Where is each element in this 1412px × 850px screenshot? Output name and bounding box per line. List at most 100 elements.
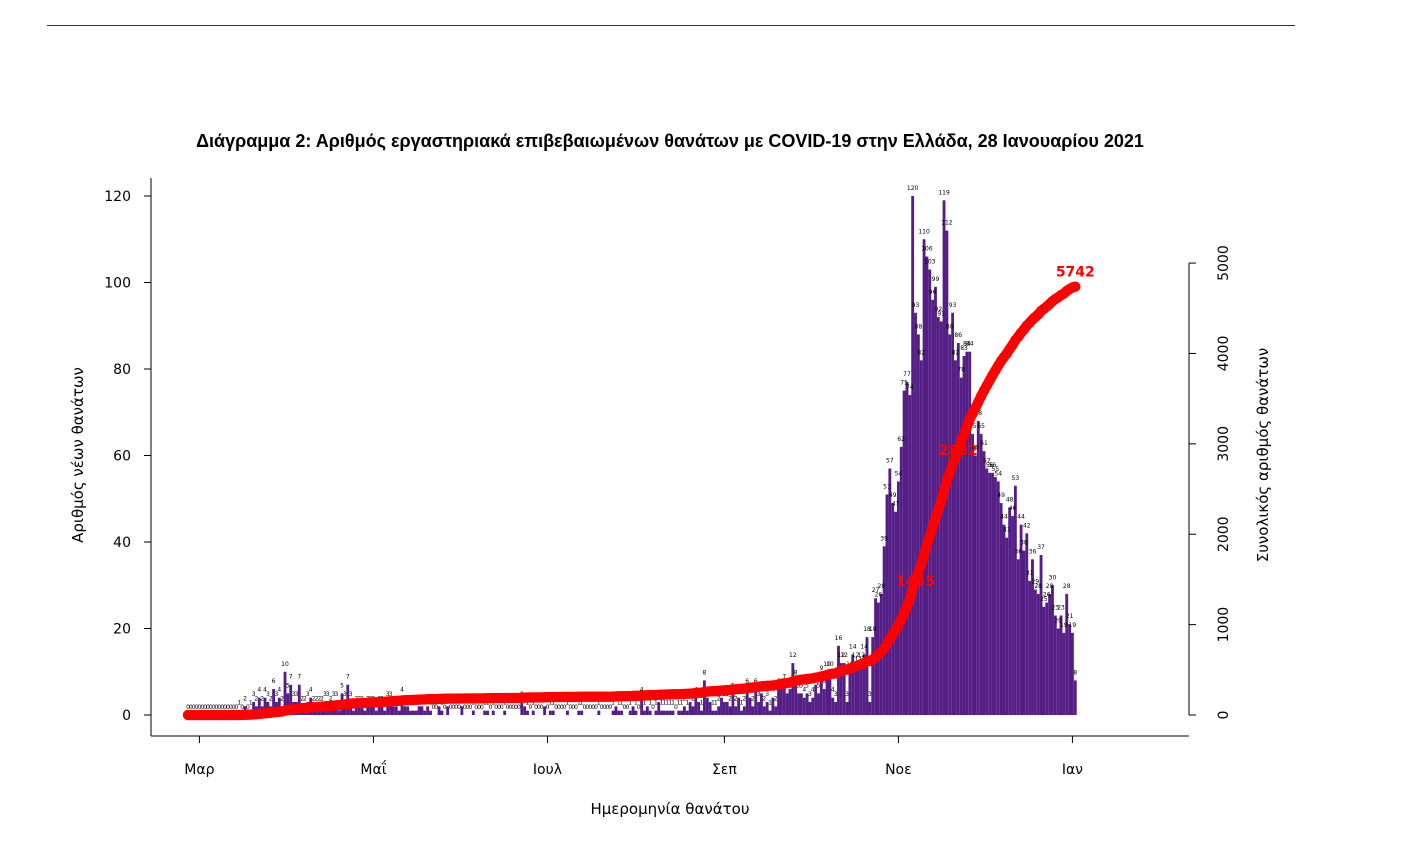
bar <box>768 710 772 715</box>
bar-label: 6 <box>754 678 758 685</box>
bar-label: 14 <box>849 643 857 650</box>
bar-label: 99 <box>932 276 940 283</box>
cumulative-point <box>924 530 935 541</box>
bar <box>862 654 866 715</box>
bar-label: 0 <box>431 704 435 711</box>
bar <box>974 455 977 715</box>
bar-label: 1 <box>654 700 658 707</box>
bar <box>1039 554 1043 715</box>
x-tick-label: Ιαν <box>1062 762 1083 778</box>
bar <box>263 697 267 715</box>
bar <box>948 334 952 715</box>
bar-label: 3 <box>845 691 849 698</box>
bar-label: 0 <box>203 704 207 711</box>
bar <box>1028 580 1032 715</box>
bar-label: 12 <box>852 652 860 659</box>
bar <box>394 706 398 715</box>
bar-label: 23 <box>1057 605 1065 612</box>
bar-label: 0 <box>651 704 655 711</box>
bar-label: 0 <box>511 704 515 711</box>
bar-label: 0 <box>463 704 467 711</box>
bar <box>720 697 723 715</box>
bar-label: 0 <box>229 704 233 711</box>
bar-label: 0 <box>494 704 498 711</box>
bar <box>828 671 832 715</box>
y-tick-label: 20 <box>113 622 131 638</box>
bar <box>1005 537 1009 715</box>
bar <box>819 676 823 715</box>
bar-label: 0 <box>517 704 521 711</box>
bar <box>993 477 997 716</box>
bar-label: 3 <box>334 691 338 698</box>
bar <box>414 710 418 715</box>
bar-label: 19 <box>1069 622 1077 629</box>
bar-label: 91 <box>937 310 945 317</box>
bar <box>865 637 869 715</box>
bar-label: 10 <box>281 661 289 668</box>
bar <box>802 697 806 715</box>
bar <box>551 710 555 715</box>
bar <box>771 697 775 715</box>
bar <box>834 702 838 715</box>
bar-label: 10 <box>826 661 834 668</box>
bar-label: 0 <box>500 704 504 711</box>
bar-label: 2 <box>280 695 284 702</box>
bar-label: 120 <box>907 185 919 192</box>
bar <box>882 546 886 715</box>
bar <box>691 706 695 715</box>
bar <box>597 710 601 715</box>
bar-label: 7 <box>289 674 293 681</box>
bar-label: 0 <box>449 704 453 711</box>
bar-label: 0 <box>451 704 455 711</box>
bar <box>374 710 378 715</box>
bar-label: 0 <box>546 704 550 711</box>
bar <box>888 468 892 715</box>
bar <box>403 706 407 715</box>
bar-label: 12 <box>789 652 797 659</box>
bar <box>391 706 395 715</box>
bar-label: 3 <box>808 691 812 698</box>
bar-label: 10 <box>823 661 831 668</box>
bar <box>657 702 661 715</box>
bar-label: 57 <box>886 457 894 464</box>
bar <box>252 702 256 715</box>
bar-label: 0 <box>217 704 221 711</box>
bar-label: 103 <box>924 259 936 266</box>
bar <box>791 663 795 715</box>
bar-label: 41 <box>1003 527 1011 534</box>
bar-label: 29 <box>1032 579 1040 586</box>
bar <box>1008 507 1012 715</box>
bar-label: 93 <box>912 302 920 309</box>
bar-label: 8 <box>702 669 706 676</box>
bar <box>611 710 615 715</box>
x-tick-label: Ιουλ <box>533 762 562 778</box>
bar-label: 0 <box>215 704 219 711</box>
bar-label: 1 <box>711 700 715 707</box>
bar-label: 0 <box>528 704 532 711</box>
bar-label: 3 <box>757 691 761 698</box>
bar-label: 93 <box>949 302 957 309</box>
bar <box>548 710 552 715</box>
bar <box>1036 593 1040 715</box>
bar <box>785 693 789 716</box>
bar-label: 3 <box>868 691 872 698</box>
bar-label: 0 <box>466 704 470 711</box>
bar-label: 12 <box>857 652 865 659</box>
bar-label: 0 <box>474 704 478 711</box>
bar-label: 1 <box>597 700 601 707</box>
bar-label: 0 <box>560 704 564 711</box>
bar <box>397 710 401 715</box>
bar <box>580 710 584 715</box>
y-axis-title: Αριθμός νέων θανάτων <box>69 367 87 543</box>
bar-label: 28 <box>1034 583 1042 590</box>
bar-label: 2 <box>260 695 264 702</box>
bar-label: 0 <box>232 704 236 711</box>
bar <box>257 697 261 715</box>
bar-label: 4 <box>640 687 644 694</box>
bar-label: 1 <box>671 700 675 707</box>
bar-label: 26 <box>875 592 883 599</box>
bar-label: 37 <box>1037 544 1045 551</box>
bar <box>971 433 974 716</box>
bar <box>734 706 738 715</box>
bar-label: 0 <box>508 704 512 711</box>
